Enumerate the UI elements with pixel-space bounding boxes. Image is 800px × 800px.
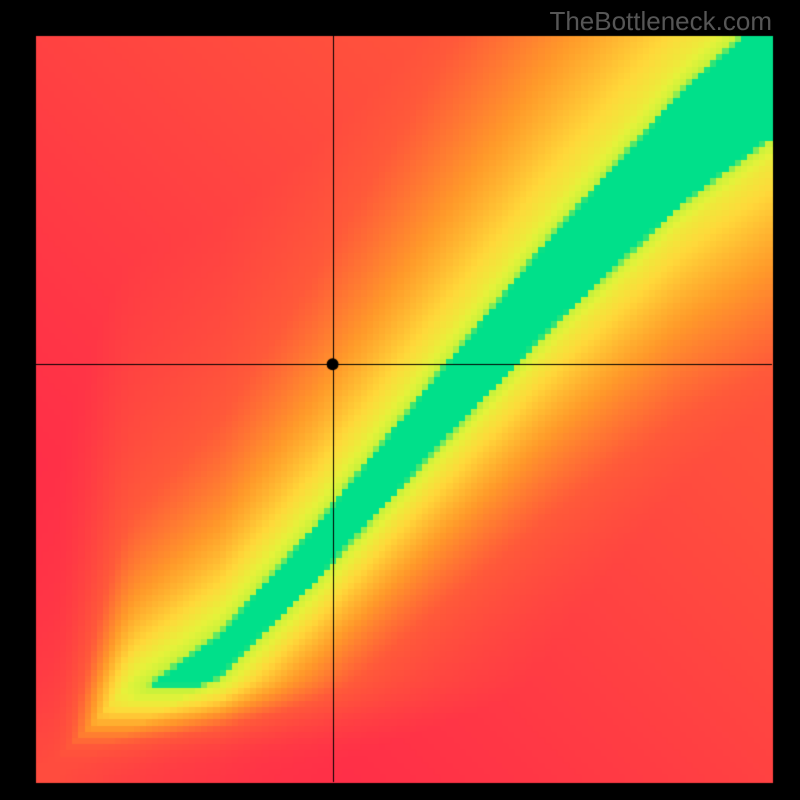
watermark-text: TheBottleneck.com [549,6,772,37]
heatmap-canvas [0,0,800,800]
